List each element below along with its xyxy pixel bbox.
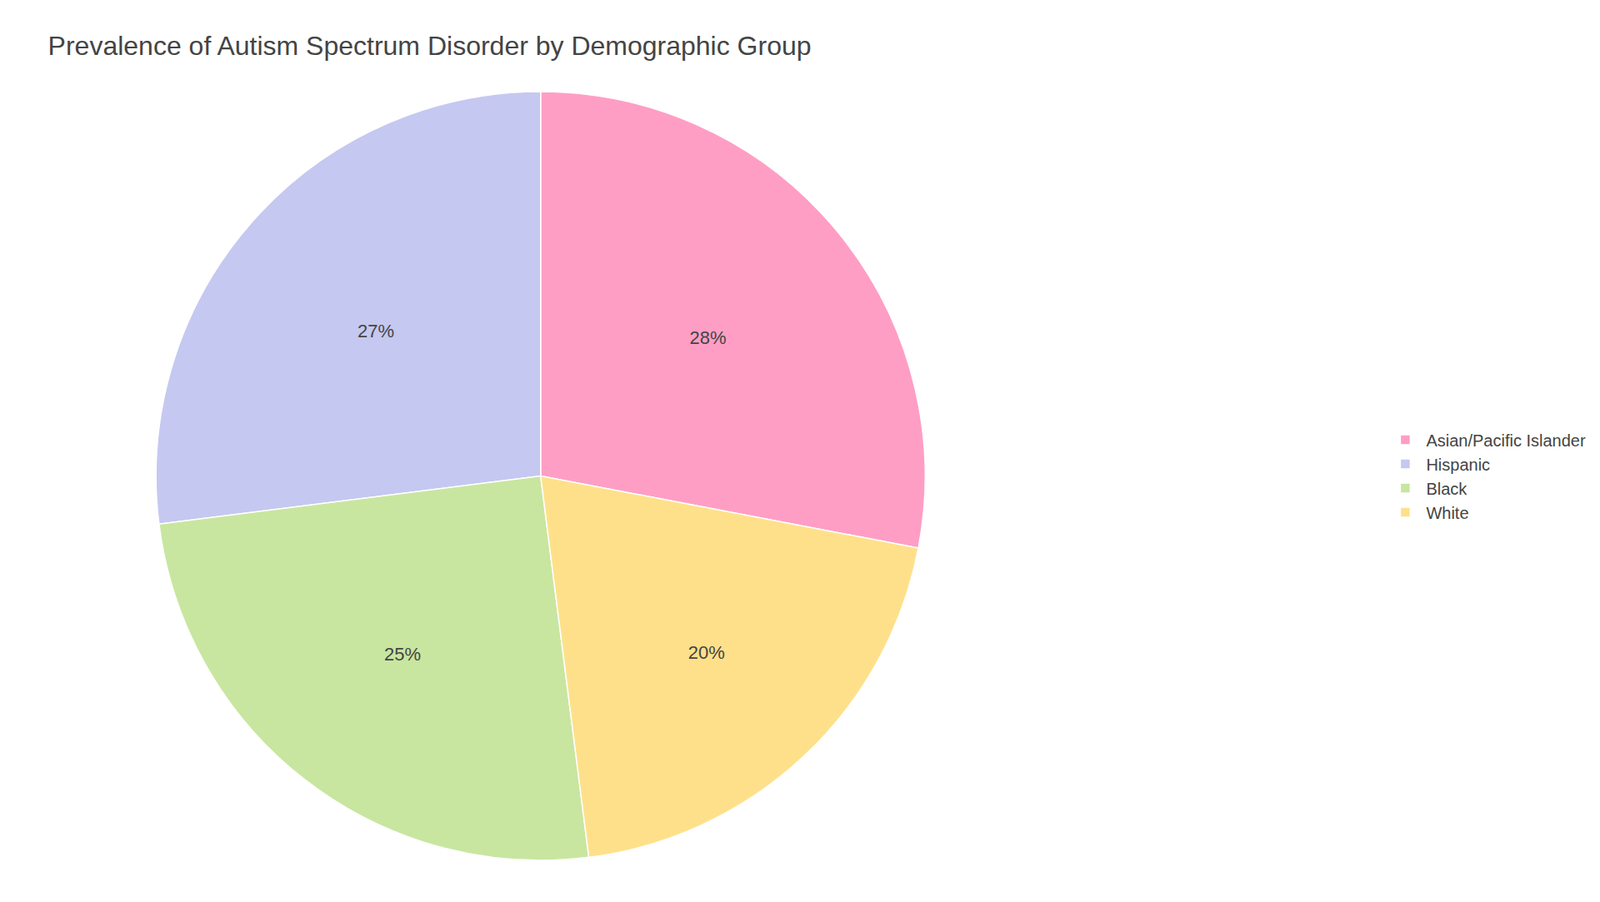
svg-text:Asian/Pacific Islander: Asian/Pacific Islander bbox=[1425, 431, 1586, 450]
svg-text:25%: 25% bbox=[384, 644, 421, 665]
svg-text:Hispanic: Hispanic bbox=[1425, 455, 1490, 475]
svg-text:Black: Black bbox=[1425, 480, 1468, 499]
svg-text:White: White bbox=[1425, 504, 1469, 523]
svg-text:Prevalence of Autism Spectrum: Prevalence of Autism Spectrum Disorder b… bbox=[48, 30, 812, 61]
svg-text:27%: 27% bbox=[357, 320, 395, 342]
svg-text:20%: 20% bbox=[688, 642, 725, 664]
svg-text:28%: 28% bbox=[690, 327, 727, 349]
